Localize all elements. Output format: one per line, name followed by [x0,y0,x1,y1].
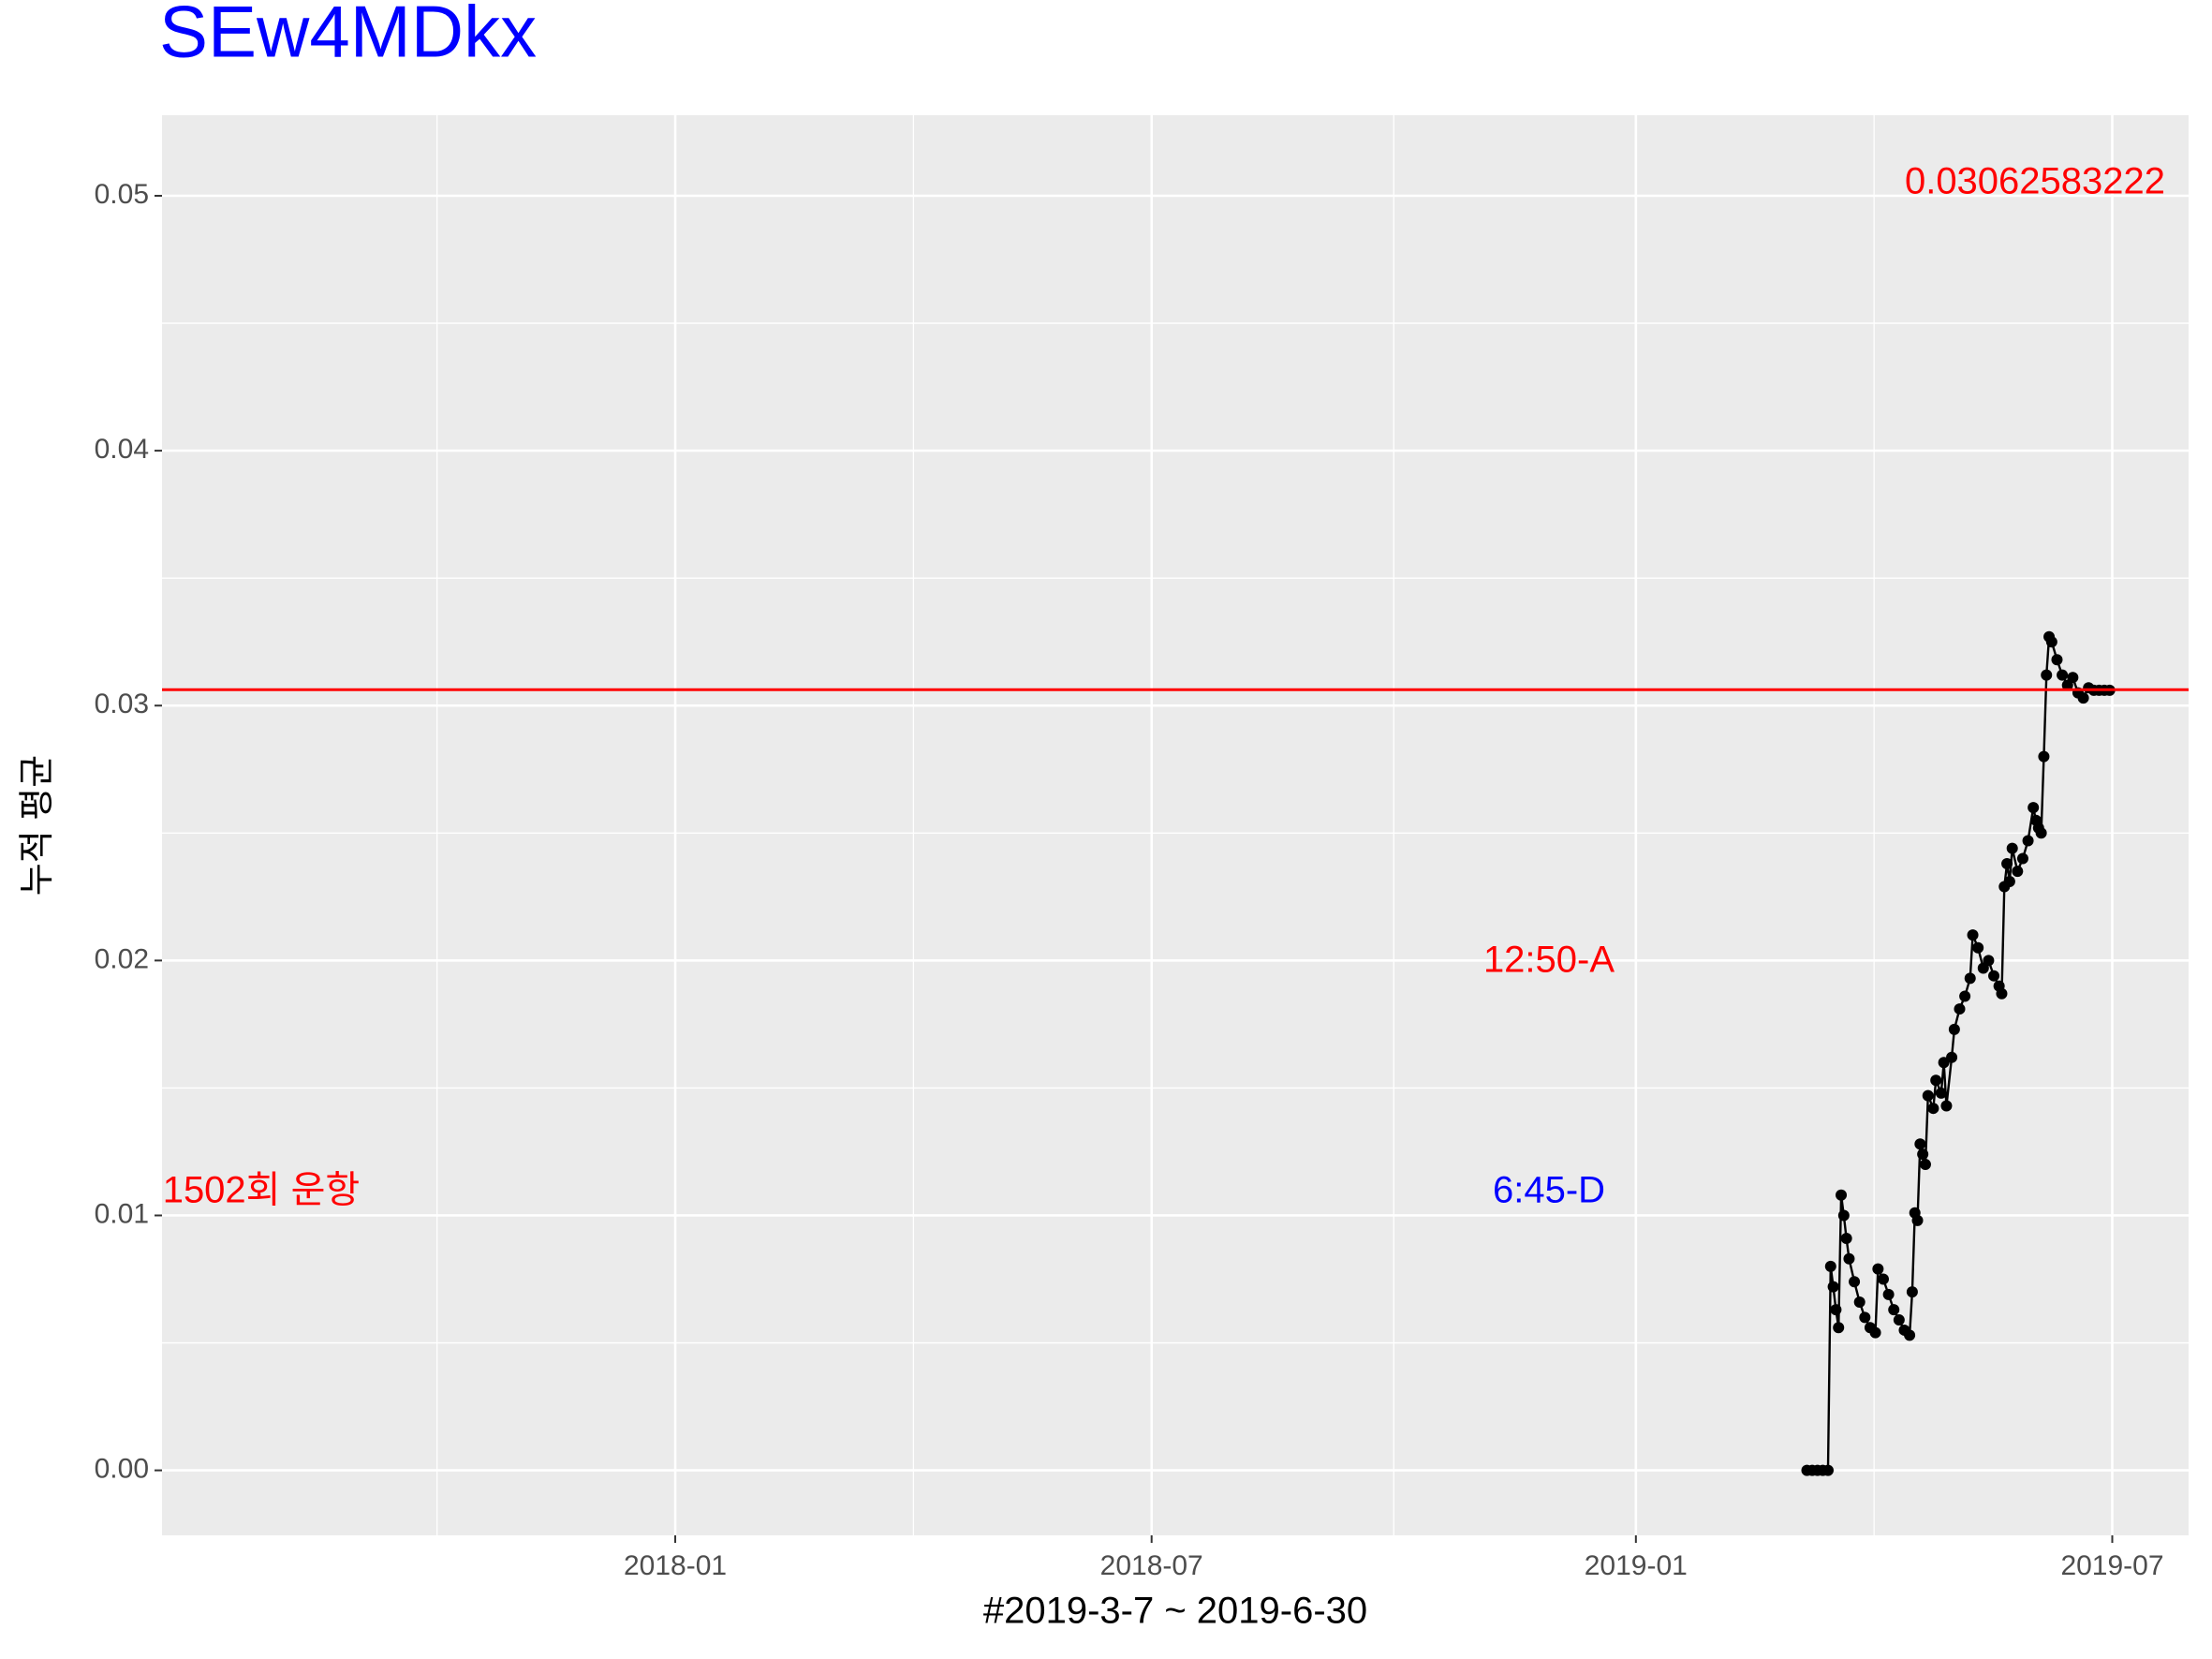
data-point [1988,970,2000,982]
data-point [1948,1023,1960,1035]
y-tick-label: 0.04 [95,434,149,465]
data-point [1935,1087,1947,1099]
data-point [1906,1286,1918,1298]
data-point [1954,1003,1966,1015]
data-point [2035,827,2047,839]
y-tick-label: 0.02 [95,943,149,974]
data-point [1840,1232,1852,1244]
annotation: 6:45-D [1493,1170,1605,1211]
data-point [1821,1464,1834,1476]
data-point [1833,1322,1845,1334]
data-point [1877,1273,1889,1285]
data-point [2003,876,2015,888]
chart-title: SEw4MDkx [159,0,537,73]
data-point [1996,987,2008,1000]
x-tick-label: 2018-07 [1100,1550,1203,1581]
data-point [2041,669,2053,681]
panel [162,115,2189,1535]
data-point [1927,1103,1939,1115]
y-axis-title: 누적 평균 [18,755,57,896]
data-point [1940,1100,1953,1112]
data-point [1824,1260,1836,1272]
data-point [1869,1326,1881,1339]
data-point [1930,1074,1942,1087]
data-point [1849,1276,1861,1288]
data-point [2028,802,2040,814]
x-axis-title: #2019-3-7 ~ 2019-6-30 [983,1591,1367,1632]
data-point [1836,1189,1848,1201]
x-tick-label: 2019-01 [1585,1550,1688,1581]
y-tick-label: 0.05 [95,179,149,210]
x-tick-label: 2018-01 [624,1550,727,1581]
data-point [1830,1304,1842,1316]
data-point [2067,672,2079,684]
y-tick-label: 0.03 [95,689,149,719]
grid [162,115,2189,1535]
x-tick-label: 2019-07 [2060,1550,2163,1581]
y-tick-label: 0.00 [95,1454,149,1485]
data-point [1843,1252,1855,1265]
data-point [1888,1304,1900,1316]
data-point [1853,1296,1865,1309]
data-point [1959,990,1971,1002]
data-point [2006,842,2018,854]
axes: 0.00 0.01 0.02 0.03 0.04 0.05 2018-01 2018-07 20… [95,179,2164,1581]
data-point [1919,1159,1931,1171]
data-point [1893,1314,1905,1326]
y-tick-label: 0.01 [95,1198,149,1229]
data-point [2022,835,2034,847]
annotation: 총 1502회 운항 [118,1170,360,1211]
data-point [1983,955,1995,967]
data-point [1964,972,1976,985]
plot-area: 0.03062583222 12:50-A 6:45-D 총 1502회 운항 [118,161,2189,1476]
annotation: 12:50-A [1483,940,1615,981]
data-point [1837,1209,1850,1222]
data-point [1904,1329,1916,1341]
data-point [2045,636,2057,648]
data-point [1882,1288,1895,1300]
data-point [2057,669,2069,681]
data-point [2051,654,2063,666]
reference-label: 0.03062583222 [1905,161,2165,202]
data-point [1914,1138,1926,1150]
data-point [2077,692,2089,704]
data-point [2038,750,2050,763]
data-point [1946,1051,1958,1063]
data-point [1827,1281,1839,1293]
data-point [2016,852,2028,865]
data-point [1917,1148,1929,1161]
data-point [1922,1089,1934,1102]
data-point [2012,866,2024,878]
data-point [1872,1263,1884,1275]
data-point [1911,1214,1924,1226]
data-point [1859,1311,1871,1324]
data-point [1967,929,1979,941]
data-point [2001,857,2013,869]
data-point [1972,941,1984,954]
